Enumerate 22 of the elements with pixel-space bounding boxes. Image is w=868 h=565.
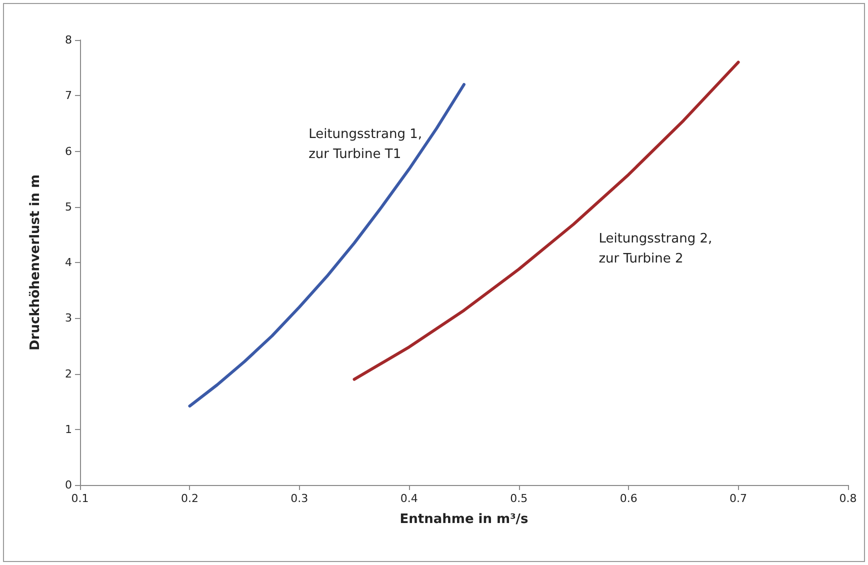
y-tick-label: 6 xyxy=(65,144,72,158)
y-tick-label: 4 xyxy=(65,256,72,269)
x-axis-title: Entnahme in m³/s xyxy=(400,512,529,527)
x-tick-label: 0.4 xyxy=(400,492,418,505)
y-tick-label: 3 xyxy=(65,312,72,325)
x-tick-label: 0.3 xyxy=(290,492,308,505)
y-tick-label: 0 xyxy=(65,478,72,492)
y-tick-label: 2 xyxy=(65,367,72,380)
x-tick-label: 0.5 xyxy=(510,492,528,505)
y-tick-label: 8 xyxy=(65,34,72,46)
y-tick-label: 7 xyxy=(65,89,72,102)
series-label: Leitungsstrang 1, zur Turbine T1 xyxy=(308,126,422,162)
y-axis-title: Druckhöhenverlust in m xyxy=(28,174,43,350)
series-label: Leitungsstrang 2, zur Turbine 2 xyxy=(598,232,712,267)
x-tick-label: 0.1 xyxy=(71,492,89,505)
y-tick-label: 1 xyxy=(65,422,72,436)
x-tick-label: 0.6 xyxy=(620,492,638,505)
y-tick-label: 5 xyxy=(65,200,72,214)
line-series xyxy=(188,83,466,408)
x-tick-label: 0.7 xyxy=(730,492,748,505)
x-tick-label: 0.2 xyxy=(180,492,198,505)
x-tick-label: 0.8 xyxy=(839,492,857,505)
